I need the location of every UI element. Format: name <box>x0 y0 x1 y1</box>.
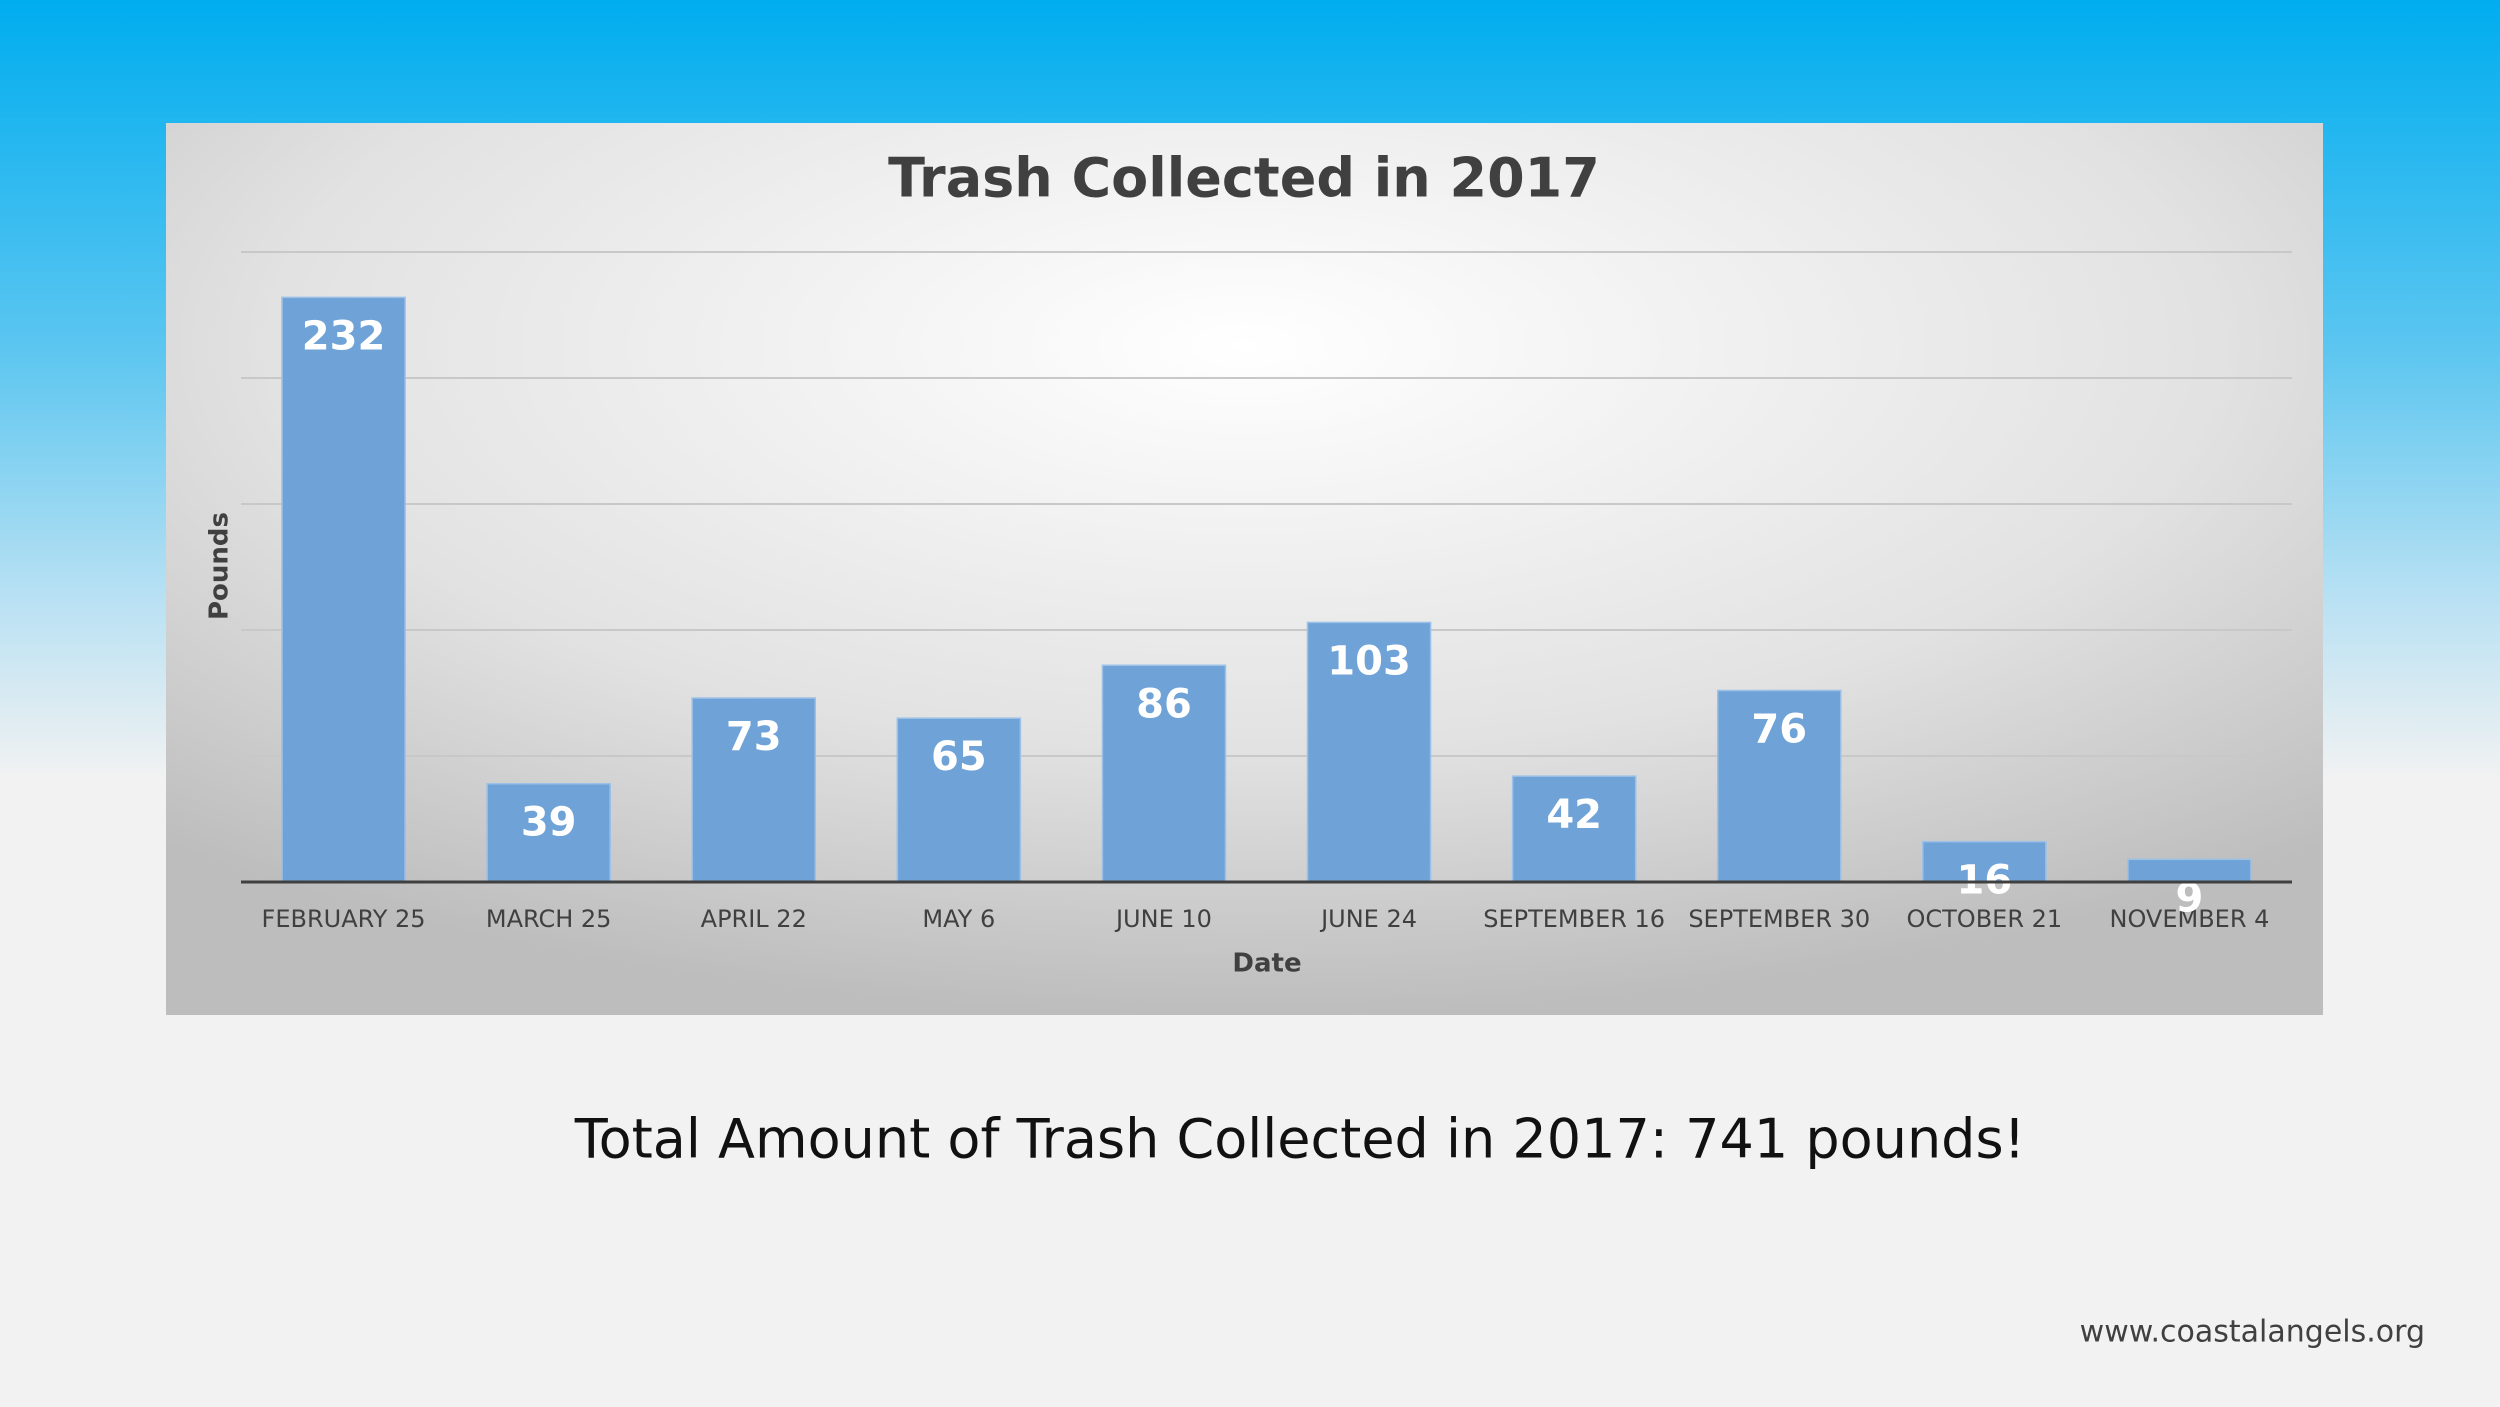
x-tick-label: MAY 6 <box>922 905 995 933</box>
bar <box>1716 689 1842 883</box>
data-label: 65 <box>931 734 987 780</box>
x-tick-label: NOVEMBER 4 <box>2109 905 2269 933</box>
data-label: 73 <box>726 714 782 760</box>
x-tick-label: FEBRUARY 25 <box>262 905 426 933</box>
data-label: 76 <box>1751 706 1807 752</box>
x-tick-label: SEPTEMBER 16 <box>1483 905 1665 933</box>
data-label: 232 <box>302 313 386 359</box>
x-tick-label: APRIL 22 <box>701 905 807 933</box>
summary-text: Total Amount of Trash Collected in 2017:… <box>574 1108 2025 1171</box>
chart-title: Trash Collected in 2017 <box>888 147 1600 210</box>
x-tick-label: JUNE 10 <box>1114 905 1212 933</box>
y-axis-label: Pounds <box>205 512 235 620</box>
data-label: 86 <box>1136 681 1192 727</box>
x-tick-label: JUNE 24 <box>1319 905 1417 933</box>
bar <box>1922 840 2047 883</box>
x-tick-label: OCTOBER 21 <box>1907 905 2063 933</box>
bar <box>486 782 611 883</box>
x-tick-label: SEPTEMBER 30 <box>1688 905 1870 933</box>
x-tick-label: MARCH 25 <box>486 905 612 933</box>
data-label: 103 <box>1327 638 1411 684</box>
data-label: 42 <box>1546 792 1602 838</box>
bar <box>281 296 406 883</box>
bar <box>1511 775 1637 883</box>
website: www.coastalangels.org <box>2080 1315 2425 1350</box>
data-label: 39 <box>521 800 577 846</box>
x-axis-label: Date <box>1232 949 1301 979</box>
